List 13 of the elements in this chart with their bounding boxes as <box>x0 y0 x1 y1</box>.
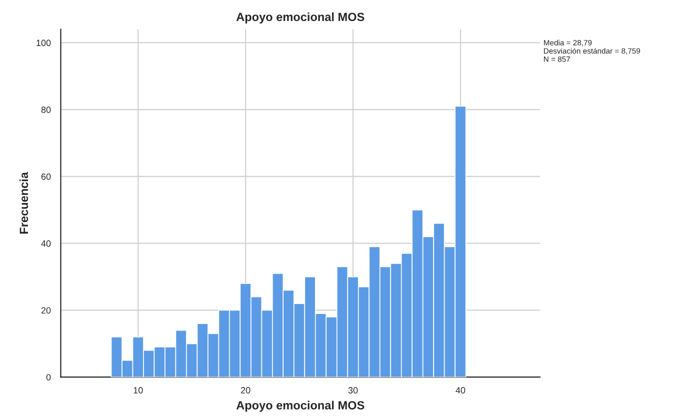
x-tick-label: 10 <box>134 387 143 394</box>
y-tick-label: 20 <box>41 307 51 314</box>
x-tick-label: 20 <box>241 387 250 394</box>
y-tick-label: 80 <box>41 106 51 113</box>
y-tick-label: 100 <box>36 40 51 46</box>
x-tick-label: 30 <box>348 387 358 394</box>
y-tick-label: 40 <box>41 240 51 247</box>
y-axis-title: Frecuencia <box>19 172 28 234</box>
y-tick-label: 0 <box>46 374 51 380</box>
chart-title: Apoyo emocional MOS <box>236 12 364 24</box>
y-tick-label: 60 <box>41 173 51 180</box>
x-axis-title: Apoyo emocional MOS <box>236 400 364 412</box>
x-tick-label: 40 <box>456 387 466 394</box>
